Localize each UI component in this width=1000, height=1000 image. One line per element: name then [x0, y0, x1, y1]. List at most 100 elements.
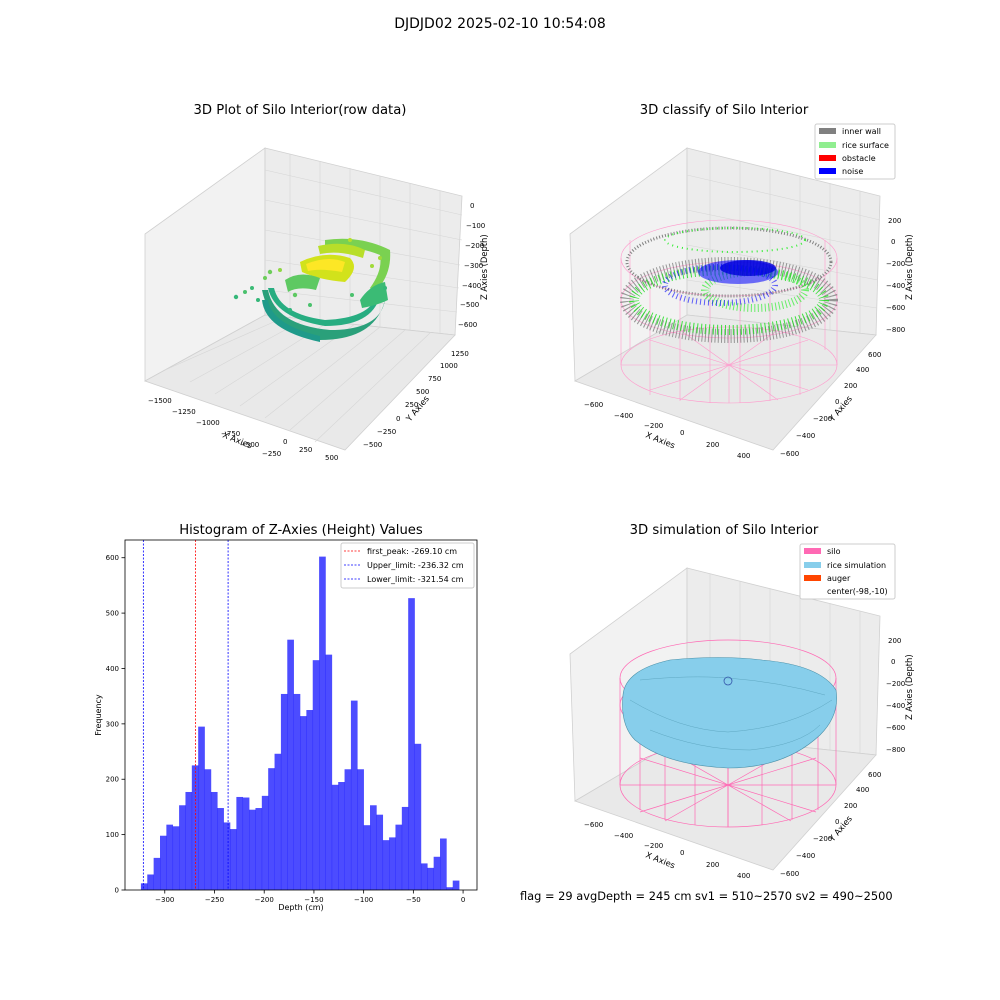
histogram-bar — [338, 782, 345, 890]
histogram-bar — [287, 639, 294, 890]
raw-xtick: −1000 — [196, 419, 220, 427]
histogram-bar — [242, 797, 250, 890]
histogram-chart: −300 −250 −200 −150 −100 −50 0 0 100 200 300 400 50… — [94, 539, 478, 912]
legend-label: rice simulation — [827, 561, 886, 570]
histogram-bar — [395, 824, 403, 890]
classify-legend: inner wall rice surface obstacle noise — [814, 123, 896, 180]
legend-swatch-inner-wall — [819, 128, 836, 134]
raw-ytick: −500 — [363, 441, 382, 449]
legend-swatch-noise — [819, 168, 836, 174]
classify-zlabel: Z Axies (Depth) — [904, 234, 914, 300]
raw-xtick: −500 — [240, 441, 259, 449]
simulation-xtick: 400 — [737, 872, 750, 880]
histogram-ytick-label: 100 — [106, 831, 119, 839]
figure-title: DJDJD02 2025-02-10 10:54:08 — [394, 16, 606, 32]
histogram-ytick-label: 500 — [106, 610, 119, 618]
simulation-ztick: 0 — [891, 658, 895, 666]
legend-swatch-auger — [804, 575, 821, 581]
histogram-bar — [160, 835, 167, 890]
classify-ztick: −400 — [886, 282, 905, 290]
histogram-bar — [306, 710, 314, 890]
raw-ytick: 750 — [428, 375, 441, 383]
histogram-bar — [370, 805, 377, 890]
histogram-bar — [427, 867, 434, 890]
histogram-bar — [344, 769, 352, 890]
raw-xtick: −1250 — [172, 408, 196, 416]
classify-noise — [662, 260, 778, 306]
histogram-ytick-label: 300 — [106, 720, 119, 728]
histogram-bar — [452, 880, 460, 890]
histogram-bar — [350, 700, 358, 890]
histogram-bar — [293, 693, 301, 890]
histogram-vlines — [142, 540, 229, 890]
raw-ytick: 1000 — [440, 362, 458, 370]
legend-label: rice surface — [842, 141, 889, 150]
histogram-bar — [185, 791, 193, 890]
histogram-bar — [236, 796, 244, 890]
classify-silo-wireframe — [620, 219, 838, 404]
histogram-bar — [363, 825, 371, 890]
legend-label-lower-limit: Lower_limit: -321.54 cm — [367, 575, 464, 584]
legend-label: silo — [827, 547, 841, 556]
raw-xtick: 250 — [299, 446, 312, 454]
histogram-bar — [312, 660, 320, 890]
histogram-legend: first_peak: -269.10 cm Upper_limit: -236… — [340, 542, 475, 589]
raw-xtick: 500 — [325, 454, 338, 462]
histogram-bar — [204, 769, 212, 890]
classify-3d-plot: inner wall rice surface obstacle noise −… — [569, 123, 914, 460]
simulation-ztick: 200 — [888, 637, 901, 645]
histogram-bar — [357, 769, 364, 890]
simulation-xlabel: X Axies — [644, 850, 676, 871]
histogram-bar — [166, 824, 174, 890]
classify-plot-title: 3D classify of Silo Interior — [639, 103, 809, 118]
simulation-xtick: −400 — [614, 832, 633, 840]
simulation-xtick: −600 — [584, 821, 603, 829]
histogram-ytick-label: 0 — [115, 887, 119, 895]
raw-ztick: −300 — [464, 262, 483, 270]
simulation-ytick: 600 — [868, 771, 881, 779]
histogram-bar — [420, 863, 428, 890]
histogram-bars — [140, 556, 460, 890]
histogram-bar — [274, 753, 282, 890]
histogram-bar — [249, 809, 256, 890]
simulation-legend: silo rice simulation auger center(-98,-1… — [799, 543, 896, 600]
histogram-bar — [217, 808, 224, 890]
histogram-bar — [147, 874, 154, 890]
simulation-ytick: 400 — [856, 786, 869, 794]
histogram-bar — [280, 693, 288, 890]
legend-label-upper-limit: Upper_limit: -236.32 cm — [367, 561, 464, 570]
simulation-ylabel: Y Axies — [826, 814, 854, 844]
raw-xtick: −750 — [221, 430, 240, 438]
simulation-xtick: 0 — [680, 849, 684, 857]
classify-ztick: 200 — [888, 217, 901, 225]
classify-xlabel: X Axies — [644, 430, 676, 451]
simulation-rice-surface — [622, 657, 837, 769]
histogram-bar — [261, 795, 269, 890]
legend-label: obstacle — [842, 154, 876, 163]
classify-inner-wall — [620, 226, 838, 343]
histogram-xtick-label: −250 — [205, 896, 224, 904]
simulation-3d-plot: silo rice simulation auger center(-98,-1… — [569, 543, 914, 880]
classify-ytick: 600 — [868, 351, 881, 359]
histogram-xtick-label: −100 — [354, 896, 373, 904]
raw-ytick: −250 — [377, 428, 396, 436]
raw-ztick: −100 — [466, 222, 485, 230]
histogram-frame — [124, 539, 478, 891]
simulation-ytick: −200 — [813, 835, 832, 843]
histogram-bar — [198, 726, 205, 890]
histogram-xtick-label: 0 — [461, 896, 465, 904]
histogram-bar — [210, 791, 218, 890]
classify-ztick: −600 — [886, 304, 905, 312]
raw-plot-title: 3D Plot of Silo Interior(row data) — [193, 103, 407, 118]
classify-ytick: −600 — [780, 450, 799, 458]
histogram-xtick-label: −200 — [255, 896, 274, 904]
histogram-bar — [255, 808, 263, 890]
histogram-bar — [319, 556, 326, 890]
histogram-yticks: 0 100 200 300 400 500 600 — [106, 554, 125, 895]
histogram-bar — [401, 806, 409, 890]
classify-ztick: −800 — [886, 326, 905, 334]
raw-ztick: −600 — [458, 321, 477, 329]
simulation-zlabel: Z Axies (Depth) — [904, 654, 914, 720]
legend-label: auger — [827, 574, 851, 583]
histogram-bar — [179, 805, 186, 890]
